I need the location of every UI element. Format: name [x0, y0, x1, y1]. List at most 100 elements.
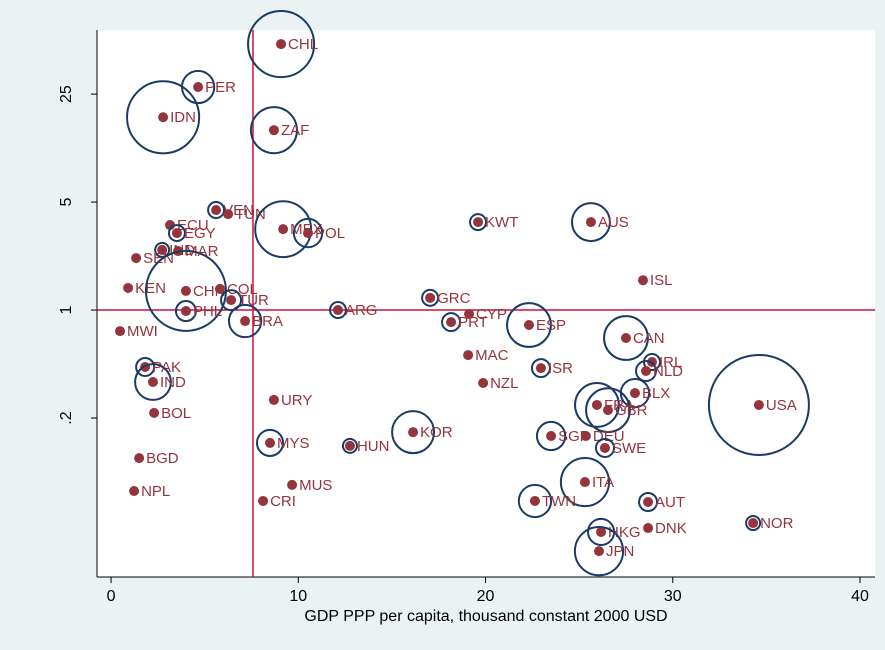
point-label: MUS: [299, 477, 332, 494]
point: [596, 526, 607, 537]
point-label: EGY: [184, 225, 216, 242]
point-label: KEN: [135, 280, 166, 297]
point-label: AUT: [655, 494, 685, 511]
point-label: PRT: [458, 314, 488, 331]
point-label: TUN: [235, 206, 266, 223]
point-label: JPN: [606, 543, 634, 560]
bubble: [573, 526, 625, 577]
point-label: ISR: [548, 360, 573, 377]
point-label: MAC: [475, 347, 509, 364]
point: [579, 477, 590, 488]
y-tick-label: 5: [58, 198, 75, 207]
bubble: [441, 312, 462, 333]
point-label: COL: [227, 281, 258, 298]
point-label: SGP: [558, 428, 590, 445]
x-axis-title: GDP PPP per capita, thousand constant 20…: [304, 608, 667, 625]
bubble: [594, 437, 615, 458]
point-label: BGD: [146, 450, 179, 467]
bubble: [207, 201, 226, 220]
point-label: POL: [315, 225, 345, 242]
point: [638, 275, 649, 286]
point-label: CYP: [476, 306, 507, 323]
point-label: ARG: [345, 302, 378, 319]
point: [287, 479, 298, 490]
bubble: [249, 106, 298, 155]
point: [629, 388, 640, 399]
bubble: [421, 288, 440, 307]
point-label: CRI: [270, 493, 296, 510]
point: [303, 228, 314, 239]
bubble: [220, 289, 243, 312]
point-label: IDN: [170, 109, 196, 126]
bubble: [174, 300, 197, 323]
y-tick-label: 1: [58, 305, 75, 314]
bubble: [585, 387, 631, 434]
point: [211, 205, 222, 216]
point-label: CHL: [288, 36, 318, 53]
bubble: [247, 10, 316, 79]
point: [463, 350, 474, 361]
point-label: DNK: [655, 520, 687, 537]
point: [753, 399, 764, 410]
point-label: IRL: [659, 354, 682, 371]
bubble: [517, 483, 553, 519]
point-label: URY: [281, 392, 312, 409]
point-label: HUN: [357, 438, 390, 455]
point: [344, 440, 355, 451]
point-label: AUS: [598, 214, 629, 231]
point: [643, 496, 654, 507]
point-label: KOR: [420, 424, 453, 441]
bubble: [292, 217, 324, 249]
point-label: MWI: [127, 323, 158, 340]
point: [157, 244, 168, 255]
bubble: [391, 410, 436, 455]
x-tick-label: 30: [664, 588, 682, 605]
bubble: [570, 202, 611, 243]
point-label: BLX: [642, 385, 670, 402]
point: [180, 306, 191, 317]
point: [131, 253, 142, 264]
bubble: [707, 353, 810, 456]
point: [332, 305, 343, 316]
point: [602, 405, 613, 416]
point-label: NOR: [760, 515, 794, 532]
bubble: [635, 360, 658, 383]
bubble: [469, 213, 488, 232]
point: [149, 407, 160, 418]
point-label: ESP: [536, 317, 566, 334]
bubble: [559, 456, 611, 508]
point: [171, 228, 182, 239]
point: [546, 430, 557, 441]
x-tick-label: 10: [289, 588, 307, 605]
point: [408, 427, 419, 438]
point-label: NZL: [490, 375, 518, 392]
bubble: [328, 301, 347, 320]
point-label: TWN: [542, 493, 576, 510]
point-label: NPL: [141, 483, 170, 500]
point-label: GRC: [437, 290, 471, 307]
point-label: GBR: [615, 402, 648, 419]
point: [226, 295, 237, 306]
point-label: USA: [766, 397, 797, 414]
point: [134, 453, 145, 464]
point-label: HKG: [608, 524, 641, 541]
point: [265, 437, 276, 448]
bubble: [126, 80, 201, 155]
point: [446, 317, 457, 328]
point: [223, 209, 234, 220]
point: [158, 112, 169, 123]
point: [591, 399, 602, 410]
bubble: [638, 491, 659, 512]
point-label: KWT: [485, 214, 518, 231]
point-label: MYS: [277, 435, 310, 452]
bubble: [535, 420, 567, 452]
x-tick-label: 0: [107, 588, 116, 605]
point-label: PHL: [193, 303, 222, 320]
point: [147, 377, 158, 388]
bubble: [341, 437, 358, 454]
bubble: [134, 363, 172, 401]
point: [641, 366, 652, 377]
bubble: [530, 358, 551, 379]
point-label: PER: [205, 79, 236, 96]
